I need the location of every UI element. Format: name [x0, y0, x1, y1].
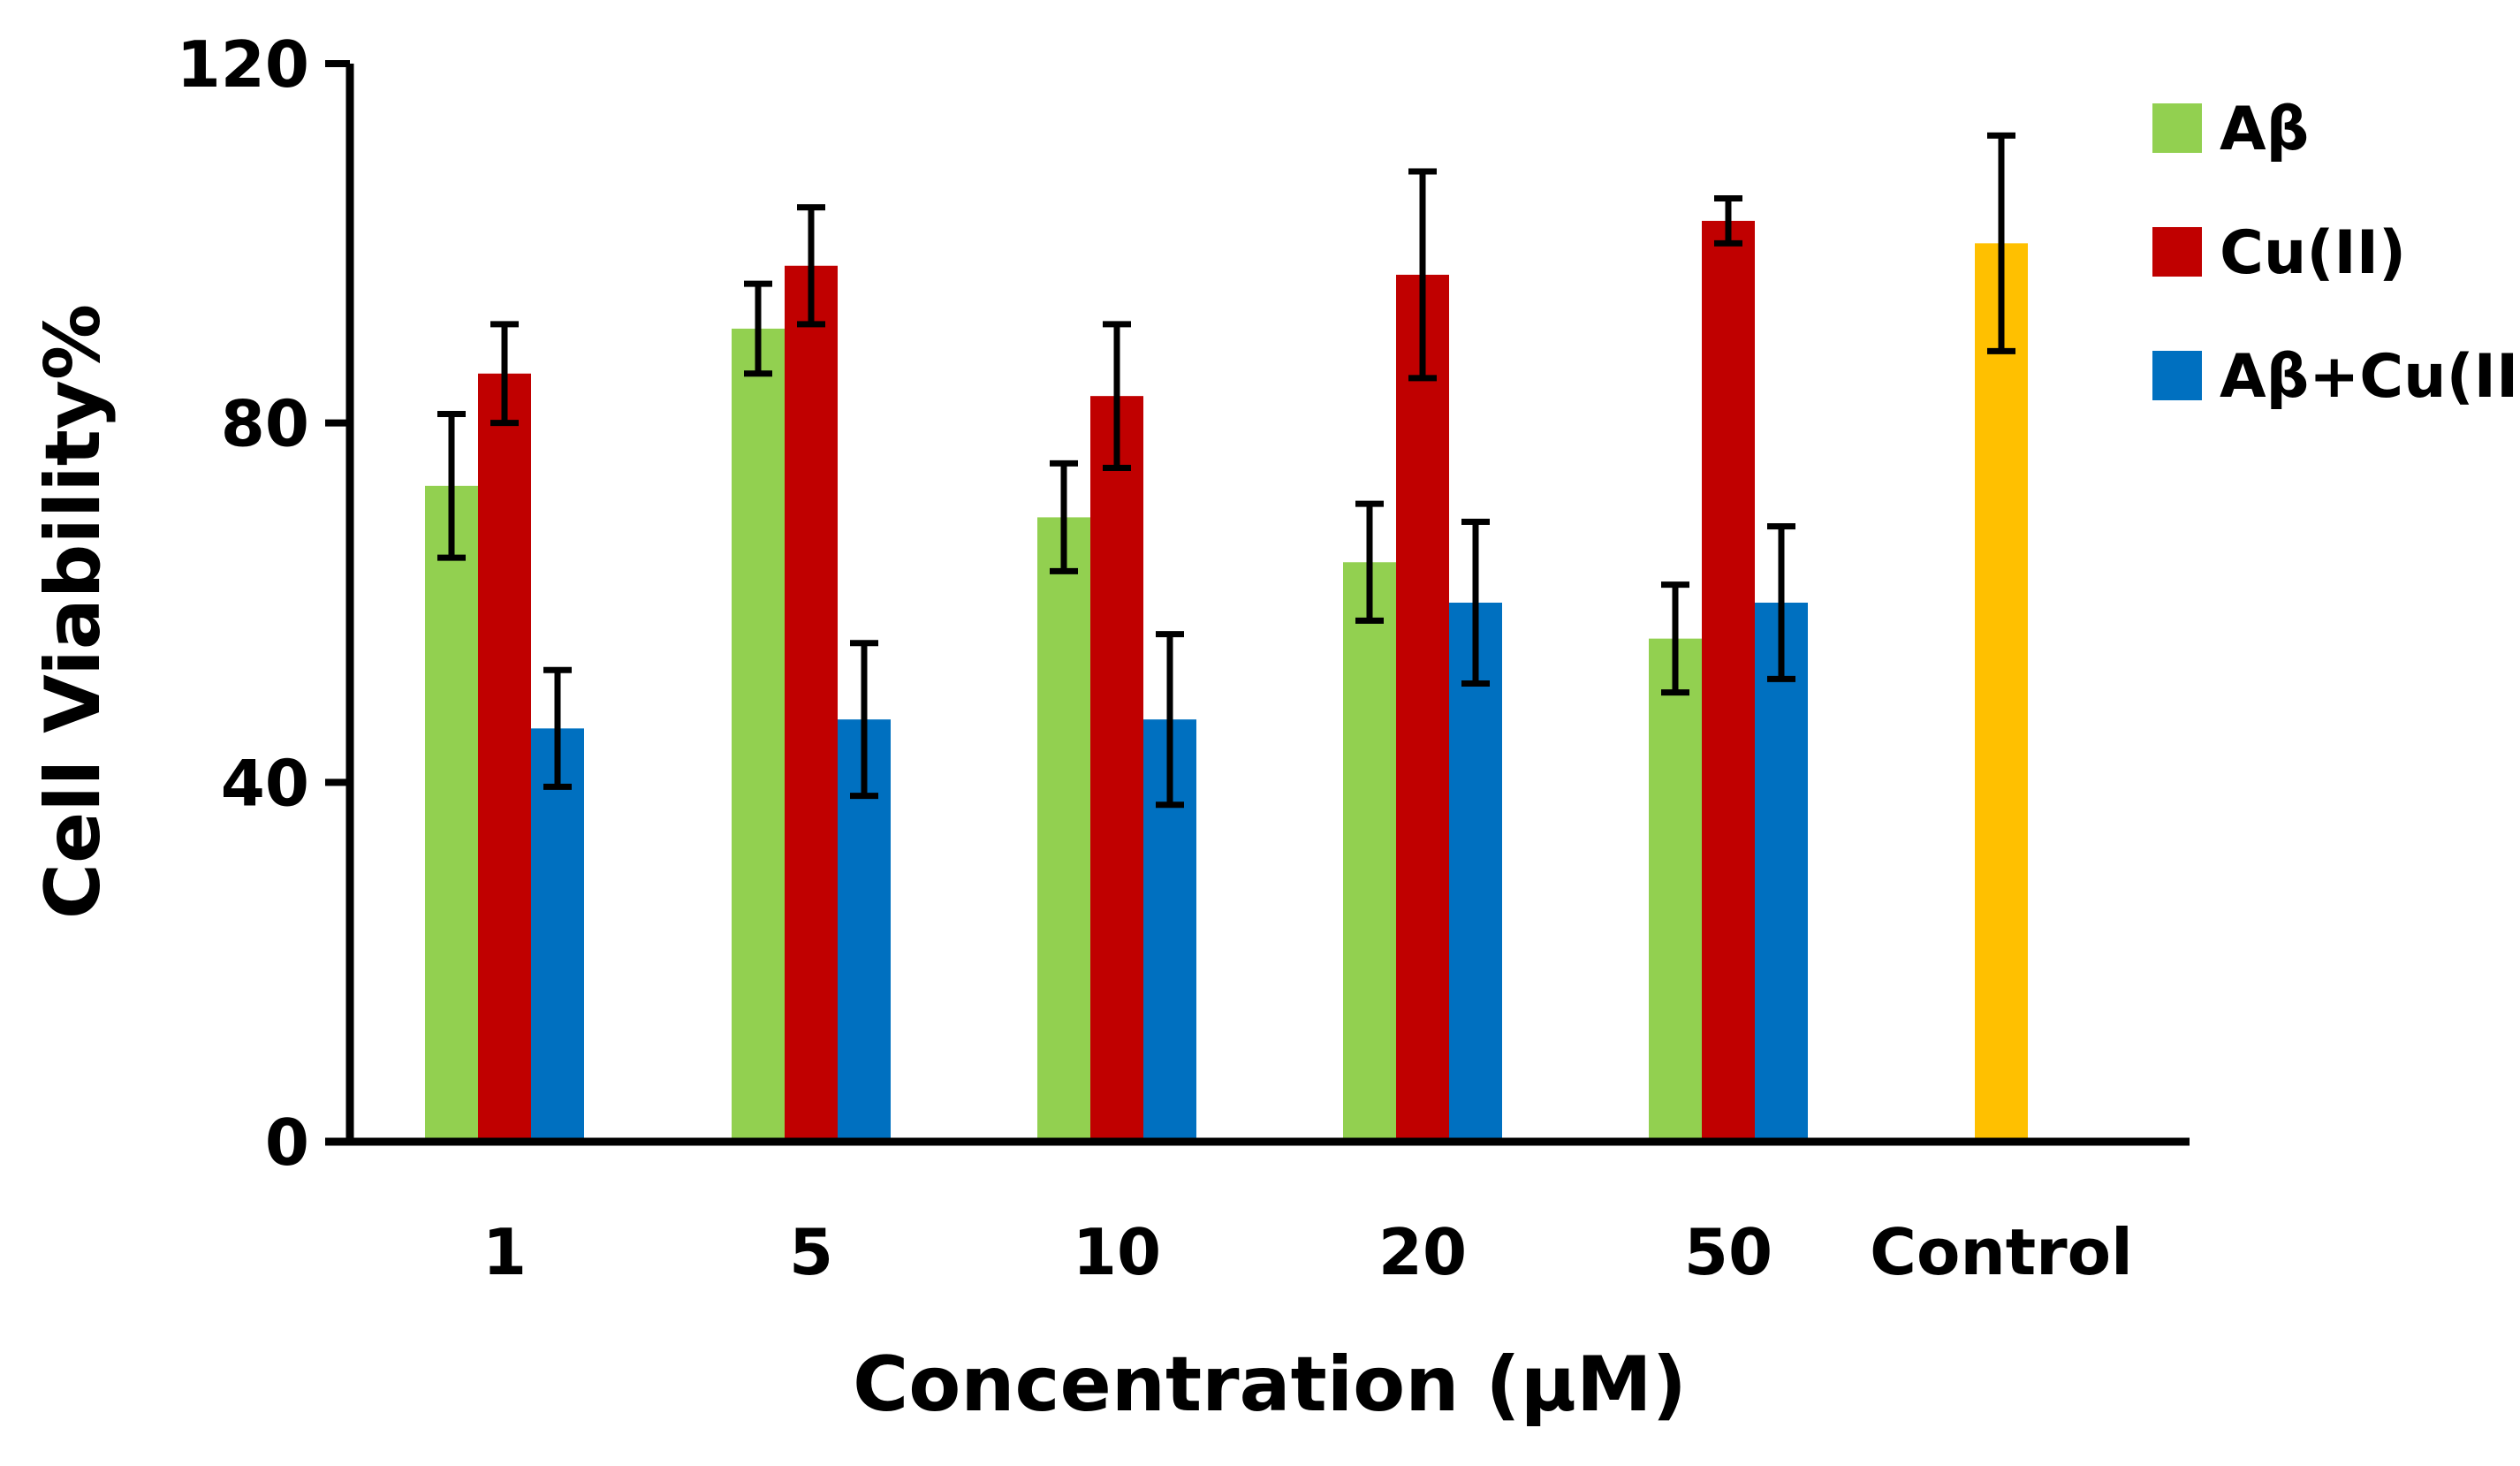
bar-a--50 [1649, 638, 1702, 1142]
legend-swatch [2152, 227, 2202, 277]
bar-a-cu-ii--50 [1755, 603, 1808, 1142]
bar-cu-ii--50 [1702, 220, 1755, 1143]
y-ticks: 0 40 80 120 [177, 27, 350, 1180]
y-axis-title: Cell Viability% [29, 304, 118, 919]
y-tick-label: 0 [265, 1105, 309, 1180]
bar-cu-ii--1 [478, 373, 531, 1142]
bar-cu-ii--20 [1396, 274, 1449, 1143]
axes-layer [325, 64, 2190, 1146]
error-bar [1461, 519, 1490, 687]
error-bar [1661, 581, 1689, 696]
x-tick-label: Control [1870, 1215, 2133, 1289]
legend-item: Aβ+Cu(II) [2152, 342, 2520, 412]
x-tick-label: 10 [1073, 1215, 1161, 1289]
bar-a--10 [1037, 517, 1090, 1142]
legend-swatch [2152, 103, 2202, 153]
bar-a-cu-ii--1 [531, 728, 584, 1142]
bar-control-control [1975, 243, 2028, 1142]
x-tick-label: 1 [482, 1215, 527, 1289]
error-bar [1767, 523, 1795, 682]
legend-label: Cu(II) [2220, 218, 2406, 288]
y-tick-label: 120 [177, 27, 309, 102]
x-tick-label: 5 [789, 1215, 833, 1289]
y-tick-label: 80 [221, 387, 309, 461]
legend-item: Cu(II) [2152, 218, 2406, 288]
legend-item: Aβ [2152, 95, 2309, 164]
error-bar [1408, 168, 1437, 382]
error-bar [850, 640, 878, 800]
legend: Aβ Cu(II) Aβ+Cu(II) [2152, 95, 2520, 412]
x-tick-label: 20 [1378, 1215, 1467, 1289]
error-bar [744, 280, 772, 377]
error-bar [1050, 460, 1078, 574]
x-axis-title: Concentration (μM) [853, 1341, 1687, 1429]
bar-cu-ii--10 [1090, 396, 1143, 1143]
y-tick-label: 40 [221, 746, 309, 820]
error-bar [797, 204, 825, 328]
legend-swatch [2152, 351, 2202, 400]
bar-a--5 [732, 328, 785, 1143]
bars-layer [425, 220, 2028, 1143]
error-bar [1714, 195, 1742, 247]
x-tick-labels: 1 5 10 20 50 Control [482, 1215, 2133, 1289]
error-bar [1987, 132, 2015, 354]
x-tick-label: 50 [1684, 1215, 1772, 1289]
error-bars-layer [437, 132, 2015, 809]
error-bar [1355, 500, 1384, 624]
bar-a--1 [425, 485, 478, 1142]
error-bar [490, 321, 519, 427]
bar-a--20 [1343, 562, 1396, 1142]
legend-label: Aβ+Cu(II) [2220, 342, 2520, 412]
bar-cu-ii--5 [785, 265, 838, 1142]
error-bar [1103, 321, 1131, 471]
bar-a-cu-ii--20 [1449, 603, 1502, 1142]
error-bar [1156, 631, 1184, 809]
legend-label: Aβ [2220, 95, 2309, 164]
error-bar [543, 666, 572, 790]
error-bar [437, 411, 466, 561]
